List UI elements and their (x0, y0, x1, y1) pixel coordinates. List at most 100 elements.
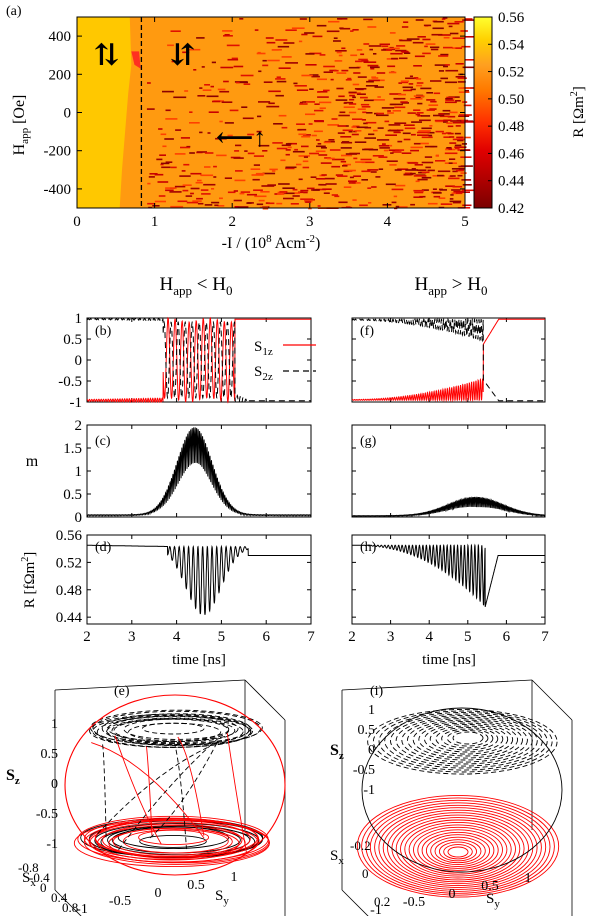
heatmap-cell (403, 21, 409, 23)
y-tick-label: 0.5 (63, 332, 82, 348)
heatmap-cell (342, 165, 348, 167)
heatmap-cell (365, 85, 378, 87)
panel-i-zlabel: Sz (330, 742, 344, 762)
panel-i-xlabel: Sx (330, 848, 344, 867)
heatmap-cell (241, 106, 248, 108)
heatmap-cell (210, 85, 214, 88)
heatmap-cell (213, 165, 217, 168)
heatmap-cell (398, 93, 406, 96)
heatmap-cell (278, 114, 287, 117)
heatmap-cell (461, 189, 475, 192)
heatmap-cell (285, 29, 297, 31)
trajectory-e-crossing (114, 735, 162, 845)
heatmap-cell (297, 128, 307, 131)
heatmap-cell (147, 82, 151, 84)
heatmap-cell (322, 188, 332, 190)
heatmap-cell (258, 199, 265, 202)
heatmap-cell (199, 131, 203, 134)
heatmap-cell (438, 55, 449, 57)
heatmap-cell (410, 149, 419, 152)
x-tick-label: 6 (503, 629, 511, 645)
heatmap-cell (353, 157, 358, 160)
heatmap-cell (361, 170, 371, 173)
trajectory-i-top (429, 725, 504, 753)
heatmap-cell (213, 176, 217, 178)
heatmap-cell (441, 18, 446, 20)
heatmap-cell (385, 134, 397, 136)
heatmap-cell (461, 179, 472, 181)
heatmap-cell (386, 49, 392, 51)
heatmap-cell (379, 147, 390, 149)
heatmap-cell (445, 185, 455, 187)
heatmap-cell (185, 195, 193, 197)
heatmap-cell (301, 74, 313, 77)
heatmap-cell (219, 197, 223, 200)
heatmap-cell (316, 145, 326, 148)
heatmap-cell (387, 65, 396, 68)
heatmap-cell (351, 133, 359, 136)
trajectory-i-top (446, 730, 489, 747)
heatmap-cell (404, 52, 411, 54)
heatmap-cell (196, 151, 207, 153)
heatmap-cell (382, 143, 386, 145)
heatmap-cell (320, 184, 327, 186)
heatmap-cell (397, 168, 409, 170)
heatmap-cell (345, 125, 349, 127)
heatmap-cell (247, 133, 255, 136)
trajectory-i-top (367, 709, 558, 775)
heatmap-cell (340, 160, 347, 163)
heatmap-cell (430, 46, 440, 49)
heatmap-cell (433, 195, 441, 198)
z-tick-label: 0.5 (358, 723, 376, 738)
heatmap-cell (317, 91, 321, 93)
heatmap-cell (448, 177, 460, 180)
heatmap-cell (226, 44, 240, 47)
panel-d-xlabel: time [ns] (172, 652, 226, 668)
heatmap-cell (354, 141, 367, 143)
heatmap-cell (170, 30, 181, 32)
heatmap-cell (312, 35, 323, 38)
heatmap-cell (460, 30, 468, 32)
heatmap-cell (416, 112, 424, 114)
heatmap-cell (340, 136, 352, 138)
box-e-edge (54, 679, 246, 691)
heatmap-cell (229, 109, 239, 112)
heatmap-cell (373, 99, 385, 101)
heatmap-cell (404, 124, 415, 126)
heatmap-cell (329, 69, 337, 72)
heatmap-cell (407, 112, 416, 114)
heatmap-cell (356, 126, 368, 129)
heatmap-cell (421, 176, 432, 179)
heatmap-cell (387, 129, 400, 132)
heatmap-cell (429, 108, 437, 110)
heatmap-cell (256, 130, 262, 133)
heatmap-cell (447, 132, 454, 135)
heatmap-cell (442, 109, 451, 112)
heatmap-cell (277, 45, 290, 48)
heatmap-cell (276, 76, 281, 78)
heatmap-cell (455, 125, 461, 127)
x-tick-label: 4 (384, 214, 392, 230)
heatmap-cell (354, 130, 362, 132)
heatmap-cell (343, 169, 356, 172)
heatmap-cell (378, 168, 384, 170)
heatmap-ylabel: Happ [Oe] (11, 95, 31, 156)
heatmap-cell (219, 120, 223, 123)
y-tick-label: 0 (449, 887, 456, 902)
heatmap-cell (357, 108, 366, 110)
heatmap-cell (285, 167, 295, 170)
heatmap-cell (211, 188, 215, 190)
heatmap-cell (381, 107, 395, 109)
trajectory-e-crossing (115, 738, 218, 854)
colorbar-label: R [Ωm2] (569, 86, 587, 138)
heatmap-cell (275, 78, 286, 80)
heatmap-cell (395, 205, 400, 208)
heatmap-cell (315, 188, 327, 191)
heatmap-cell (305, 113, 316, 116)
x-tick-label: 0 (362, 866, 369, 881)
heatmap-cell (464, 36, 476, 38)
heatmap-cell (216, 154, 227, 157)
heatmap-cell (410, 203, 415, 206)
heatmap-cell (310, 176, 317, 178)
